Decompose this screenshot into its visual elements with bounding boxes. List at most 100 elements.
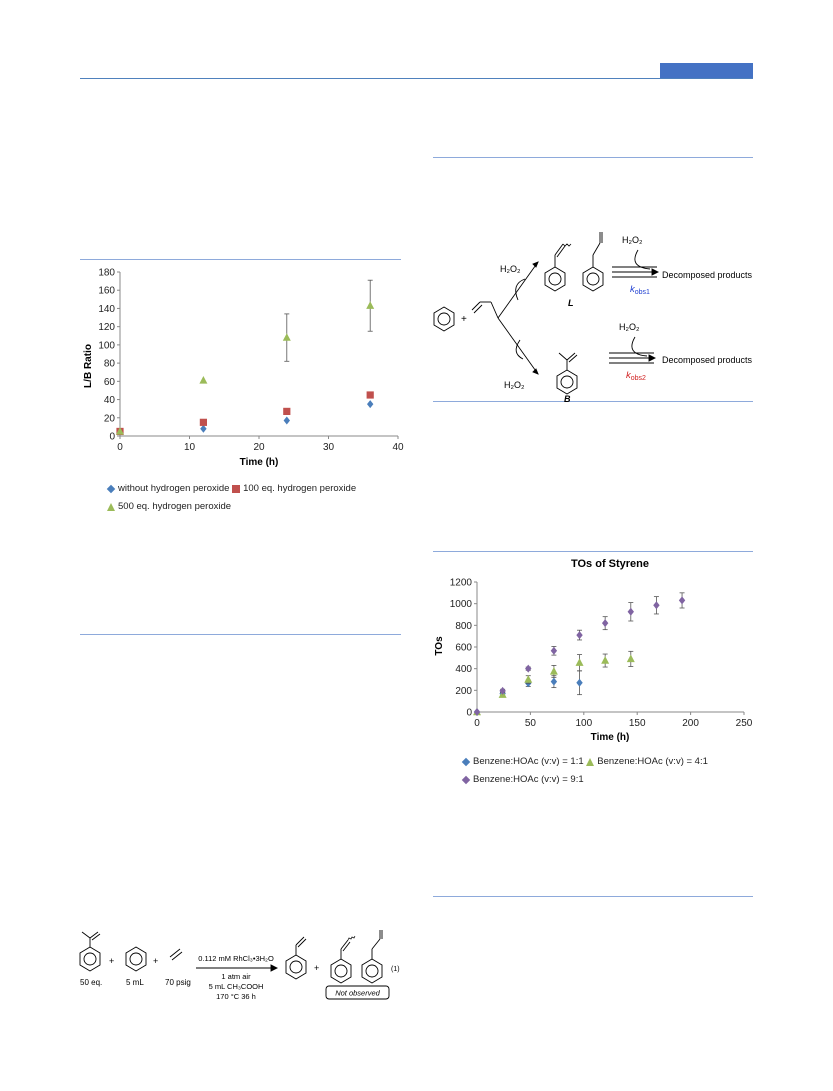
curved-arrow-bottom: [515, 339, 524, 360]
x-tick-label: 50: [525, 718, 537, 729]
chart2-ylabel: TOs: [434, 636, 445, 656]
y-tick-label: 600: [455, 643, 472, 654]
eq1-number: (1): [391, 966, 400, 973]
allylbenzene: [361, 930, 383, 984]
x-tick-label: 200: [682, 718, 699, 729]
x-tick-label: 250: [736, 718, 753, 729]
y-tick-label: 100: [98, 340, 115, 351]
benzene-ring: [433, 306, 455, 332]
diamond-icon: [461, 775, 471, 785]
y-tick-label: 1200: [450, 578, 473, 589]
eq1-plus-2: +: [153, 956, 158, 966]
y-tick-label: 120: [98, 322, 115, 333]
data-point-series-2: [549, 666, 558, 675]
x-tick-label: 0: [474, 718, 480, 729]
data-point-series-3: [473, 708, 481, 716]
x-tick-label: 30: [323, 442, 335, 453]
eq1-plus-1: +: [109, 956, 114, 966]
chart1-legend-item-3: 500 eq. hydrogen peroxide: [107, 499, 231, 515]
data-point-series-3: [576, 631, 583, 640]
x-tick-label: 0: [117, 442, 123, 453]
data-point-series-2: [601, 656, 610, 664]
chart2-legend-item-2: Benzene:HOAc (v:v) = 4:1: [586, 754, 708, 770]
rule-chart2-top: [433, 551, 753, 552]
chart1-legend-label-2: 100 eq. hydrogen peroxide: [243, 483, 357, 494]
diamond-icon: [106, 484, 116, 494]
scheme-k2: kobs2: [626, 370, 646, 382]
rule-scheme-bottom: [433, 401, 753, 402]
y-tick-label: 400: [455, 664, 472, 675]
header-rule: [80, 78, 753, 79]
y-tick-label: 200: [455, 686, 472, 697]
chart1-axes: 0 10 20 30 40 0 20 40 60 80 100 120 140 160 180: [98, 268, 404, 454]
chart1-ylabel: L/B Ratio: [83, 344, 94, 388]
scheme-k1: kobs1: [630, 284, 650, 296]
y-tick-label: 140: [98, 304, 115, 315]
data-point-series-2: [283, 407, 291, 415]
square-icon: [232, 485, 241, 493]
data-point-series-2: [366, 391, 374, 399]
linear-product-1: [544, 243, 572, 292]
rule-chart1-top: [80, 259, 401, 260]
chart2-axes: 0 50 100 150 200 250 0 200 400 600 800 1000 1200: [450, 578, 753, 730]
y-tick-label: 160: [98, 286, 115, 297]
y-tick-label: 0: [466, 708, 472, 719]
chart1-legend-item-1: without hydrogen peroxide: [106, 481, 229, 497]
chart1-legend-item-2: 100 eq. hydrogen peroxide: [232, 481, 356, 497]
scheme-decomp-bottom: Decomposed products: [662, 355, 753, 365]
data-point-series-3: [282, 333, 291, 341]
y-tick-label: 800: [455, 621, 472, 632]
x-tick-label: 40: [392, 442, 404, 453]
chart2-legend-label-1: Benzene:HOAc (v:v) = 1:1: [473, 756, 584, 767]
chart2-legend-label-3: Benzene:HOAc (v:v) = 9:1: [473, 774, 584, 785]
curved-arrow-decomp-top: [634, 249, 651, 270]
data-point-series-3: [627, 607, 634, 616]
branched-product: [556, 352, 578, 395]
tos-styrene-chart: TOs of Styrene 0 50 100 150 200 250 0 200 400 600…: [434, 558, 753, 743]
eq1-reactant3: 70 psig: [165, 978, 191, 987]
scheme-h2o2-a: H₂O₂: [500, 264, 521, 274]
arrow-to-L: [497, 261, 539, 319]
ethylene: [169, 948, 183, 961]
y-tick-label: 1000: [450, 599, 473, 610]
x-tick-label: 20: [253, 442, 265, 453]
y-tick-label: 0: [109, 432, 115, 443]
benzene-ring: [125, 946, 147, 972]
eq1-cond-4: 170 °C 36 h: [216, 992, 256, 1001]
beta-methylstyrene: [330, 935, 356, 984]
data-point-series-2: [524, 675, 533, 683]
styrene: [285, 936, 307, 980]
alpha-methylstyrene: [79, 931, 101, 972]
data-point-series-2: [626, 654, 635, 663]
data-point-series-1: [550, 677, 558, 686]
diamond-icon: [461, 757, 471, 767]
rule-scheme-top: [433, 157, 753, 158]
curved-arrow-decomp-bottom: [631, 336, 648, 357]
scheme-h2o2-b: H₂O₂: [504, 380, 525, 390]
data-point-series-3: [366, 301, 375, 309]
x-tick-label: 10: [184, 442, 196, 453]
eq1-reactant2: 5 mL: [126, 978, 144, 987]
data-point-series-3: [653, 601, 660, 610]
data-point-series-2: [575, 658, 584, 666]
curved-arrow-top: [515, 278, 526, 301]
eq1-reactant1: 50 eq.: [80, 978, 102, 987]
chart1-xlabel: Time (h): [240, 457, 279, 468]
y-tick-label: 180: [98, 268, 115, 279]
scheme-decomp-top: Decomposed products: [662, 270, 753, 280]
eq1-plus-3: +: [314, 963, 319, 973]
data-point-series-3: [499, 686, 506, 695]
scheme-label-L: L: [568, 298, 574, 308]
chart1-legend: without hydrogen peroxide 100 eq. hydrog…: [106, 481, 407, 517]
chart2-xlabel: Time (h): [591, 732, 630, 743]
chart2-marks: [473, 592, 686, 716]
not-observed-box: [325, 985, 390, 1000]
y-tick-label: 20: [104, 413, 116, 424]
chart1-marks: [116, 279, 375, 436]
y-tick-label: 80: [104, 359, 116, 370]
eq1-not-observed: Not observed: [335, 989, 380, 998]
chart2-legend-label-2: Benzene:HOAc (v:v) = 4:1: [597, 756, 708, 767]
data-point-series-3: [550, 646, 558, 655]
chart2-legend: Benzene:HOAc (v:v) = 1:1 Benzene:HOAc (v…: [461, 754, 757, 790]
triangle-icon: [107, 503, 115, 511]
